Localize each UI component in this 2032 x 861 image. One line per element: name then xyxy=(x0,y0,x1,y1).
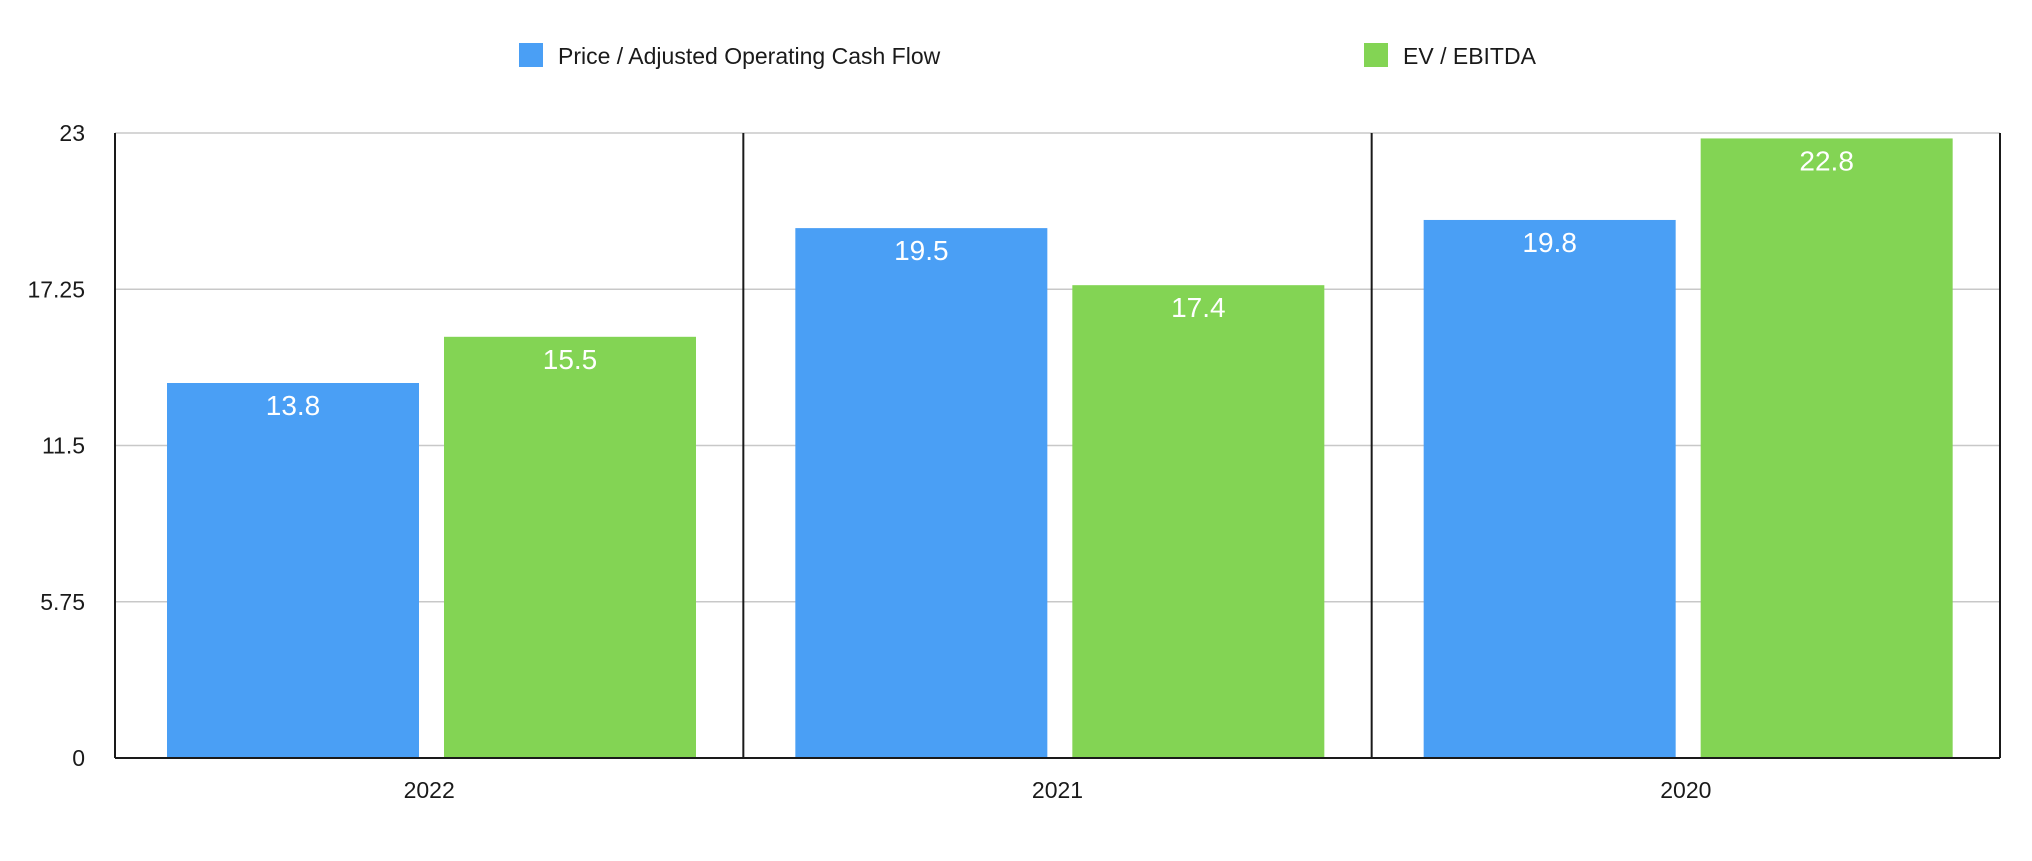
legend-label-price-ocf: Price / Adjusted Operating Cash Flow xyxy=(558,43,941,69)
data-label: 19.5 xyxy=(894,235,949,266)
axes xyxy=(114,133,2001,759)
y-tick-label: 11.5 xyxy=(42,433,85,459)
y-tick-label: 0 xyxy=(72,745,85,771)
x-category-label: 2022 xyxy=(404,777,455,803)
x-category-label: 2020 xyxy=(1660,777,1711,803)
bars xyxy=(167,138,1953,758)
bar-2022-series-1 xyxy=(444,336,696,758)
legend-swatch-price-ocf xyxy=(519,43,543,67)
bar-2022-series-0 xyxy=(167,383,419,758)
data-label: 15.5 xyxy=(543,344,598,375)
y-tick-label: 17.25 xyxy=(27,276,85,302)
data-label: 13.8 xyxy=(266,390,321,421)
bar-2020-series-0 xyxy=(1423,219,1676,758)
data-label: 19.8 xyxy=(1522,227,1577,258)
y-tick-labels: 0 5.75 11.5 17.25 23 xyxy=(27,120,85,771)
legend-swatch-ev-ebitda xyxy=(1364,43,1388,67)
data-label: 22.8 xyxy=(1799,145,1854,176)
grid-lines xyxy=(115,132,2000,603)
bar-2021-series-0 xyxy=(795,228,1048,758)
data-labels: 13.8 15.5 19.5 17.4 19.8 22.8 xyxy=(266,145,1854,421)
data-label: 17.4 xyxy=(1171,292,1226,323)
y-tick-label: 5.75 xyxy=(40,589,85,615)
legend-label-ev-ebitda: EV / EBITDA xyxy=(1403,43,1537,69)
x-category-label: 2021 xyxy=(1032,777,1083,803)
legend: Price / Adjusted Operating Cash Flow EV … xyxy=(519,43,1537,69)
bar-2021-series-1 xyxy=(1072,285,1325,758)
y-tick-label: 23 xyxy=(59,120,85,146)
bar-2020-series-1 xyxy=(1700,138,1953,758)
x-category-labels: 2022 2021 2020 xyxy=(404,777,1712,803)
